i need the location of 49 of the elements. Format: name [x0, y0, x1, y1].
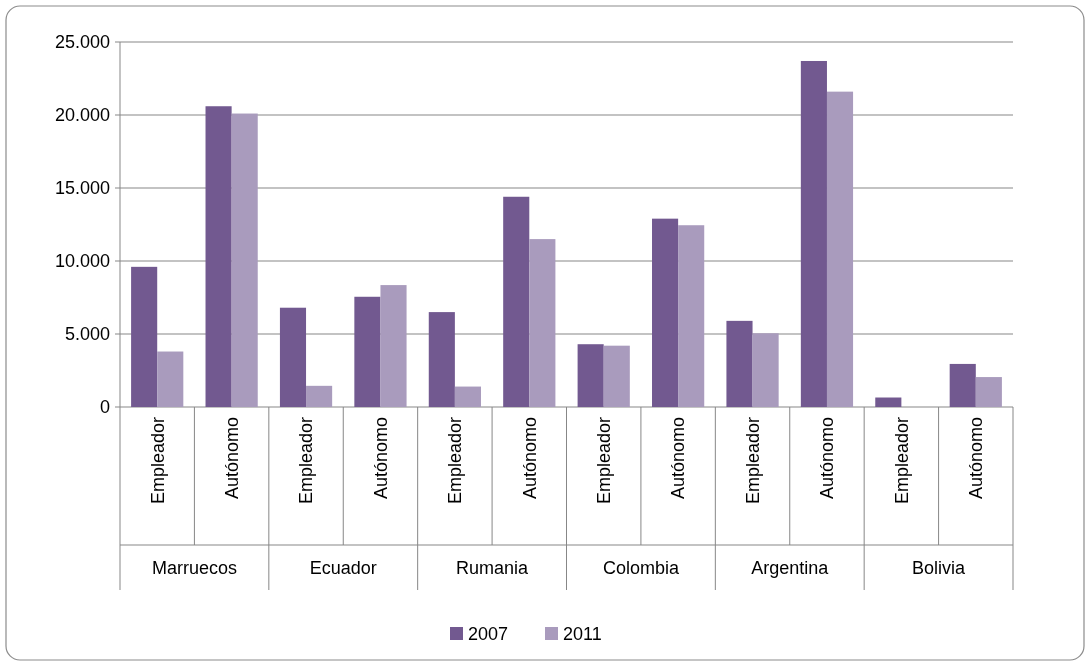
- bar: [826, 91, 854, 407]
- x-tick-label: Empleador: [147, 416, 168, 505]
- x-tick-label: Autónomo: [370, 417, 391, 500]
- bar: [678, 225, 705, 407]
- bar: [428, 312, 455, 407]
- bar: [875, 397, 902, 407]
- text: Marruecos: [151, 558, 237, 579]
- x-tick-label: Autónomo: [817, 417, 838, 500]
- bar: [800, 60, 827, 407]
- bar: [205, 106, 232, 407]
- y-tick-label: 20.000: [54, 105, 110, 126]
- x-tick-label: Empleador: [594, 416, 615, 505]
- legend-label: 2011: [563, 624, 602, 645]
- bar: [975, 377, 1002, 407]
- bar: [131, 266, 158, 407]
- x-tick-label: Autónomo: [668, 417, 689, 500]
- x-tick-label: Empleador: [296, 416, 317, 505]
- x-tick-label: Autónomo: [966, 417, 987, 500]
- text: Colombia: [602, 558, 680, 579]
- x-tick-label: Empleador: [445, 416, 466, 505]
- legend-label: 2007: [468, 624, 509, 645]
- text: Bolivia: [912, 558, 967, 579]
- bar: [380, 285, 407, 407]
- x-tick-label: Autónomo: [519, 417, 540, 500]
- bar: [454, 386, 481, 407]
- bar: [157, 351, 184, 407]
- y-tick-label: 5.000: [64, 324, 110, 345]
- x-tick-label: Empleador: [891, 416, 912, 505]
- y-tick-label: 10.000: [54, 251, 110, 272]
- y-tick-label: 0: [99, 397, 110, 418]
- bar: [577, 344, 604, 407]
- bar: [652, 218, 679, 407]
- bar: [726, 320, 753, 407]
- bar: [603, 345, 630, 407]
- bar: [354, 296, 381, 407]
- x-tick-label: Autónomo: [221, 417, 242, 500]
- bar: [529, 239, 556, 407]
- bar: [306, 385, 333, 407]
- text: Argentina: [751, 558, 830, 579]
- text: Ecuador: [309, 558, 377, 579]
- bar: [503, 196, 530, 407]
- y-tick-label: 15.000: [54, 178, 110, 199]
- bar: [231, 113, 258, 407]
- bar: [949, 363, 976, 407]
- text: Rumania: [456, 558, 530, 579]
- bar: [279, 307, 307, 407]
- bar: [752, 333, 779, 407]
- y-tick-label: 25.000: [54, 32, 110, 53]
- x-tick-label: Empleador: [742, 416, 763, 505]
